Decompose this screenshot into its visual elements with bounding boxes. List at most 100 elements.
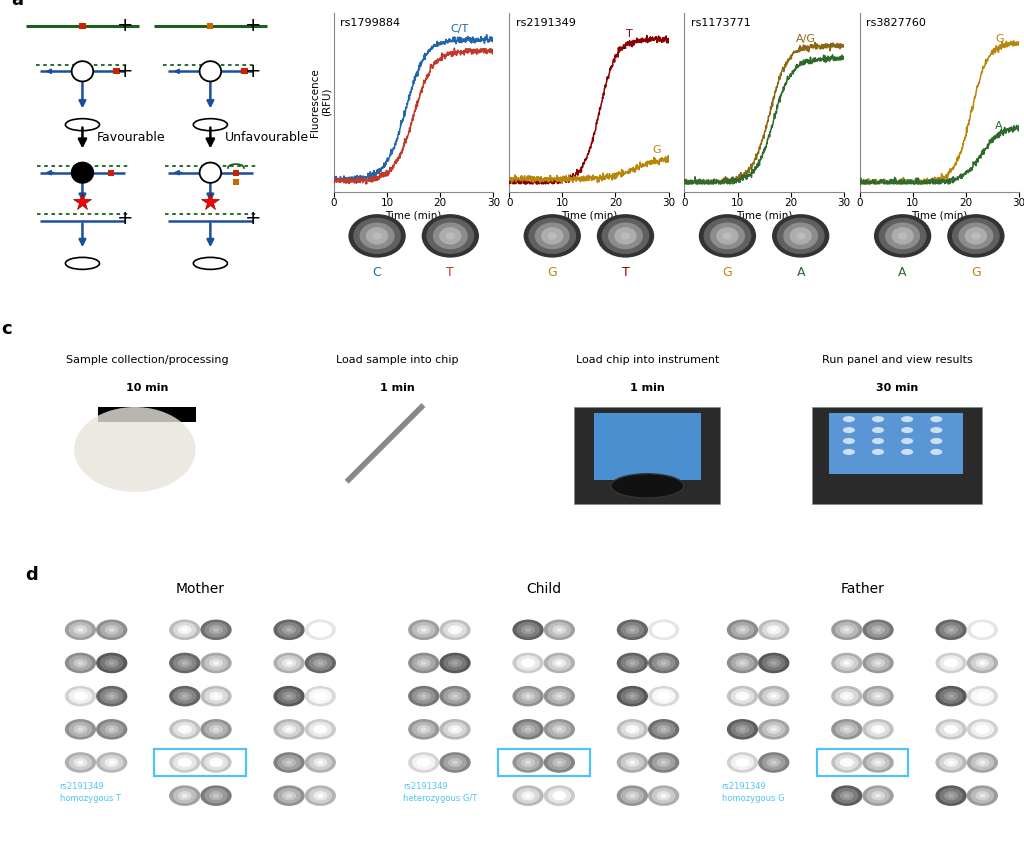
Ellipse shape <box>771 760 777 764</box>
Ellipse shape <box>359 223 394 249</box>
Ellipse shape <box>213 727 219 732</box>
Ellipse shape <box>412 754 435 770</box>
Ellipse shape <box>660 627 667 632</box>
Ellipse shape <box>65 620 96 640</box>
Ellipse shape <box>939 754 963 770</box>
Ellipse shape <box>449 725 462 734</box>
Text: A: A <box>797 267 805 279</box>
Ellipse shape <box>958 223 993 249</box>
Ellipse shape <box>69 655 92 670</box>
Ellipse shape <box>944 758 958 767</box>
Ellipse shape <box>305 686 336 706</box>
Ellipse shape <box>866 689 890 704</box>
Ellipse shape <box>65 686 96 706</box>
Ellipse shape <box>169 785 201 806</box>
Ellipse shape <box>213 661 219 665</box>
Ellipse shape <box>629 727 636 732</box>
Ellipse shape <box>548 232 557 240</box>
Text: C/T: C/T <box>451 24 469 34</box>
Ellipse shape <box>944 791 958 801</box>
Ellipse shape <box>939 689 963 704</box>
Ellipse shape <box>525 794 531 798</box>
Ellipse shape <box>971 754 994 770</box>
Ellipse shape <box>548 788 571 803</box>
Ellipse shape <box>739 727 745 732</box>
Ellipse shape <box>523 214 581 257</box>
Ellipse shape <box>173 622 197 637</box>
Ellipse shape <box>831 653 862 674</box>
Ellipse shape <box>209 791 223 801</box>
Ellipse shape <box>278 754 301 770</box>
Ellipse shape <box>967 719 998 739</box>
Ellipse shape <box>100 722 124 737</box>
Bar <box>232 170 239 176</box>
Ellipse shape <box>69 722 92 737</box>
Ellipse shape <box>313 659 328 668</box>
Ellipse shape <box>939 622 963 637</box>
Ellipse shape <box>104 625 119 634</box>
Ellipse shape <box>516 754 540 770</box>
Ellipse shape <box>892 227 913 245</box>
Text: 30 min: 30 min <box>877 383 919 393</box>
Ellipse shape <box>874 794 882 798</box>
Ellipse shape <box>439 227 462 245</box>
Ellipse shape <box>521 691 536 701</box>
Ellipse shape <box>178 659 191 668</box>
Ellipse shape <box>96 653 127 674</box>
Text: G: G <box>995 34 1004 44</box>
Ellipse shape <box>556 727 562 732</box>
Ellipse shape <box>173 655 197 670</box>
Ellipse shape <box>831 620 862 640</box>
Ellipse shape <box>366 227 388 245</box>
Ellipse shape <box>512 719 544 739</box>
Ellipse shape <box>717 227 738 245</box>
Ellipse shape <box>169 719 201 739</box>
Ellipse shape <box>626 758 639 767</box>
Ellipse shape <box>835 622 858 637</box>
Ellipse shape <box>939 655 963 670</box>
Text: A/G: A/G <box>796 34 816 44</box>
Ellipse shape <box>421 694 427 698</box>
Bar <box>829 413 963 473</box>
Ellipse shape <box>278 655 301 670</box>
Bar <box>812 407 982 504</box>
Ellipse shape <box>979 760 985 764</box>
Text: C: C <box>373 267 382 279</box>
Ellipse shape <box>944 659 958 668</box>
Circle shape <box>843 438 855 444</box>
Ellipse shape <box>104 691 119 701</box>
Ellipse shape <box>74 725 87 734</box>
Ellipse shape <box>979 794 985 798</box>
Ellipse shape <box>209 758 223 767</box>
Ellipse shape <box>317 727 324 732</box>
Ellipse shape <box>616 752 648 773</box>
Ellipse shape <box>213 694 219 698</box>
Ellipse shape <box>178 625 191 634</box>
Ellipse shape <box>762 655 785 670</box>
Ellipse shape <box>544 620 575 640</box>
Ellipse shape <box>739 661 745 665</box>
Ellipse shape <box>305 785 336 806</box>
Circle shape <box>901 416 913 422</box>
Ellipse shape <box>213 794 219 798</box>
Bar <box>108 170 114 176</box>
Ellipse shape <box>552 659 566 668</box>
Ellipse shape <box>273 752 305 773</box>
Ellipse shape <box>512 653 544 674</box>
Ellipse shape <box>629 794 636 798</box>
Text: +: + <box>117 17 133 35</box>
Ellipse shape <box>652 622 676 637</box>
Ellipse shape <box>535 223 569 249</box>
Ellipse shape <box>790 227 812 245</box>
Ellipse shape <box>78 727 84 732</box>
Ellipse shape <box>626 659 639 668</box>
Ellipse shape <box>169 620 201 640</box>
X-axis label: Time (min): Time (min) <box>385 211 442 221</box>
Ellipse shape <box>552 758 566 767</box>
Ellipse shape <box>409 719 439 739</box>
Ellipse shape <box>412 655 435 670</box>
Ellipse shape <box>421 727 427 732</box>
Ellipse shape <box>556 760 562 764</box>
Ellipse shape <box>979 694 985 698</box>
Ellipse shape <box>74 625 87 634</box>
